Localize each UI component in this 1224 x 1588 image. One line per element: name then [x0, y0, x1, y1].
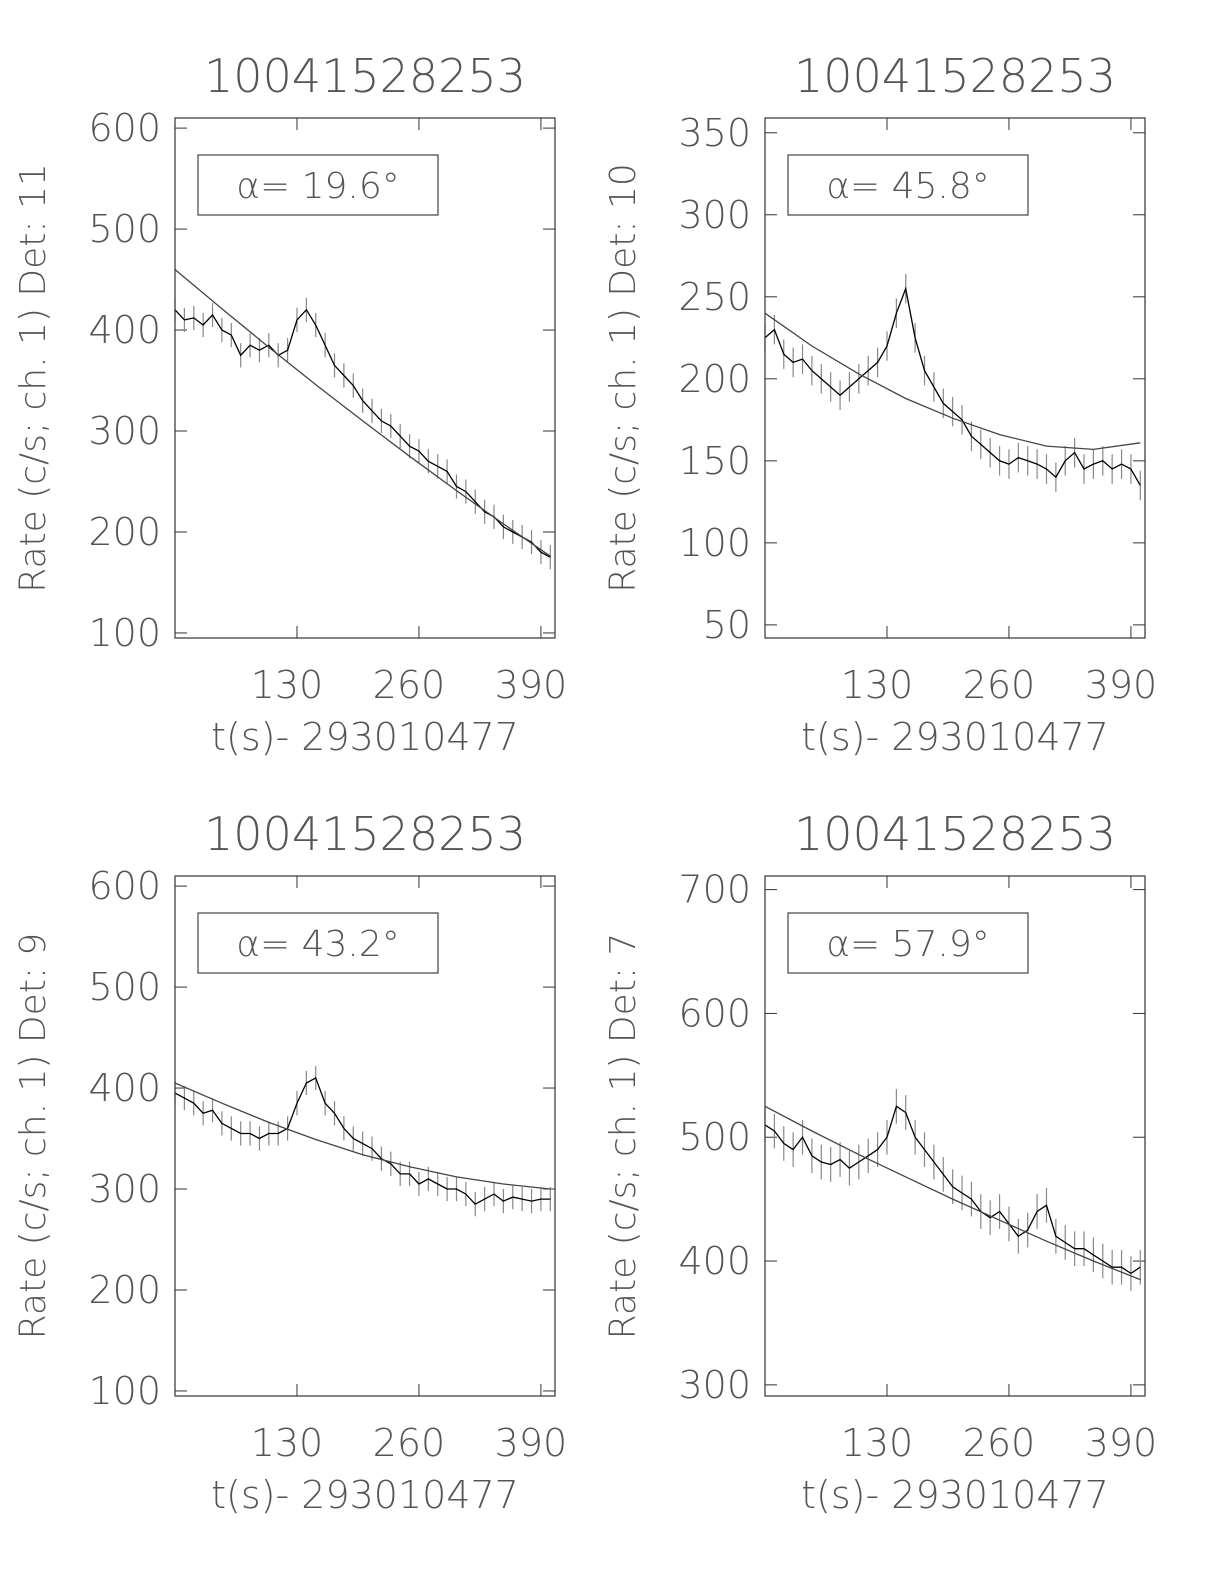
annotation: α= 45.8° — [826, 166, 990, 207]
y-tick-label: 100 — [678, 521, 751, 565]
x-tick-label: 130 — [251, 663, 324, 707]
y-tick-label: 500 — [88, 965, 161, 1009]
annotation-box — [787, 912, 1029, 974]
annotation: α= 43.2° — [236, 924, 400, 965]
annotation-box — [197, 154, 439, 216]
y-axis-label: Rate (c/s; ch. 1) Det: 7 — [603, 933, 644, 1340]
annotation-box — [197, 912, 439, 974]
annotation-box — [787, 154, 1029, 216]
y-tick-label: 600 — [88, 106, 161, 150]
x-tick-label: 260 — [373, 1421, 446, 1465]
y-tick-label: 600 — [678, 991, 751, 1035]
y-tick-label: 250 — [678, 275, 751, 319]
y-tick-label: 500 — [88, 207, 161, 251]
x-tick-label: 260 — [373, 663, 446, 707]
y-tick-label: 300 — [88, 409, 161, 453]
x-tick-label: 390 — [1085, 1421, 1158, 1465]
fit-line — [764, 312, 1141, 451]
plot-frame — [174, 117, 556, 639]
x-tick-label: 130 — [251, 1421, 324, 1465]
y-axis-label: Rate (c/s; ch. 1) Det: 11 — [13, 163, 54, 593]
y-tick-label: 300 — [678, 193, 751, 237]
y-tick-label: 400 — [88, 1066, 161, 1110]
y-tick-label: 150 — [678, 439, 751, 483]
y-tick-label: 400 — [88, 308, 161, 352]
x-axis-label: t(s)- 293010477 — [211, 715, 519, 759]
y-tick-label: 400 — [678, 1239, 751, 1283]
plot-frame — [174, 875, 556, 1397]
panel: 10041528253 Rate (c/s; ch. 1) Det: 7 t(s)-… — [603, 807, 1157, 1517]
x-tick-label: 260 — [963, 663, 1036, 707]
y-tick-label: 300 — [88, 1167, 161, 1211]
fit-line — [174, 269, 551, 557]
x-tick-label: 390 — [495, 1421, 568, 1465]
x-tick-label: 130 — [841, 1421, 914, 1465]
annotation: α= 19.6° — [236, 166, 400, 207]
y-tick-label: 50 — [703, 603, 751, 647]
y-tick-label: 200 — [678, 357, 751, 401]
y-tick-label: 200 — [88, 1268, 161, 1312]
y-tick-label: 500 — [678, 1115, 751, 1159]
fit-line — [764, 1105, 1141, 1281]
x-axis-label: t(s)- 293010477 — [801, 1473, 1109, 1517]
annotation: α= 57.9° — [826, 924, 990, 965]
panel: 10041528253 Rate (c/s; ch. 1) Det: 11 t(s)… — [13, 49, 567, 759]
plot-frame — [764, 117, 1146, 639]
panel-title: 10041528253 — [204, 49, 526, 103]
x-axis-label: t(s)- 293010477 — [801, 715, 1109, 759]
y-tick-label: 100 — [88, 611, 161, 655]
x-tick-label: 390 — [1085, 663, 1158, 707]
y-tick-label: 200 — [88, 510, 161, 554]
x-tick-label: 130 — [841, 663, 914, 707]
y-tick-label: 100 — [88, 1369, 161, 1413]
x-tick-label: 260 — [963, 1421, 1036, 1465]
y-axis-label: Rate (c/s; ch. 1) Det: 9 — [13, 933, 54, 1340]
panel-title: 10041528253 — [794, 807, 1116, 861]
panel-title: 10041528253 — [794, 49, 1116, 103]
y-tick-label: 300 — [678, 1363, 751, 1407]
fit-line — [174, 1082, 551, 1190]
y-tick-label: 600 — [88, 864, 161, 908]
data-line — [764, 1105, 1141, 1275]
panel: 10041528253 Rate (c/s; ch. 1) Det: 9 t(s)-… — [13, 807, 567, 1517]
data-line — [174, 1076, 551, 1206]
x-axis-label: t(s)- 293010477 — [211, 1473, 519, 1517]
x-tick-label: 390 — [495, 663, 568, 707]
panel-title: 10041528253 — [204, 807, 526, 861]
data-line — [764, 286, 1141, 486]
plot-frame — [764, 875, 1146, 1397]
y-tick-label: 700 — [678, 868, 751, 912]
y-tick-label: 350 — [678, 111, 751, 155]
panel: 10041528253 Rate (c/s; ch. 1) Det: 10 t(s)… — [603, 49, 1157, 759]
y-axis-label: Rate (c/s; ch. 1) Det: 10 — [603, 163, 644, 593]
